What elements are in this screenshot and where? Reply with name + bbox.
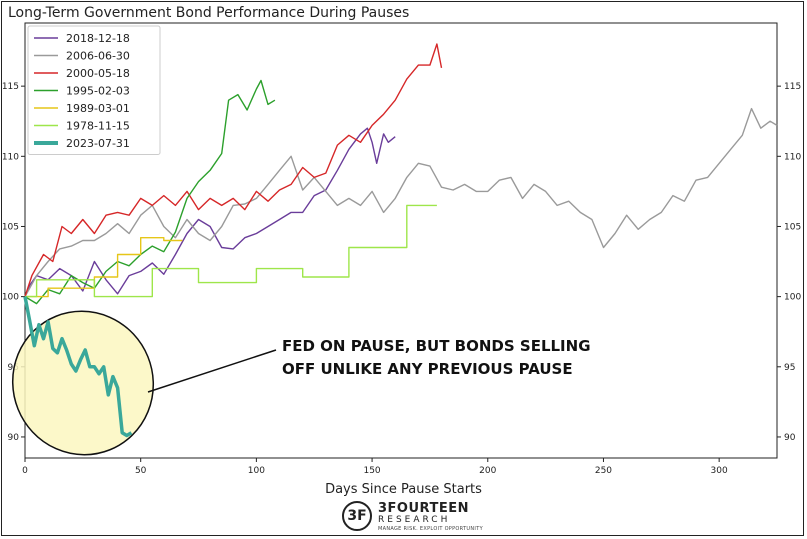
legend-label: 2018-12-18 <box>66 32 130 45</box>
legend: 2018-12-18 2006-06-30 2000-05-18 1995-02-03… <box>27 25 161 155</box>
y-tick-label-left: 110 <box>2 152 19 162</box>
plot-area <box>24 22 778 459</box>
x-tick-label: 0 <box>22 466 28 476</box>
x-axis-label: Days Since Pause Starts <box>325 482 482 497</box>
legend-label: 1989-03-01 <box>66 102 130 115</box>
annotation-ellipse <box>11 310 155 456</box>
x-tick-label: 100 <box>248 466 265 476</box>
series-line-1989-03-01 <box>25 237 183 298</box>
annotation: FED ON PAUSE, BUT BONDS SELLING OFF UNLI… <box>11 296 591 456</box>
y-tick-label-left: 115 <box>2 82 19 92</box>
series-line-1995-02-03 <box>24 79 276 305</box>
y-tick-label-left: 100 <box>2 293 19 303</box>
y-tick-label-right: 95 <box>784 363 795 373</box>
brand-subtitle: RESEARCH <box>378 515 451 525</box>
brand-tagline: MANAGE RISK. EXPLOIT OPPORTUNITY <box>378 526 483 532</box>
legend-label: 2023-07-31 <box>66 137 130 150</box>
series-line-2023-07-31 <box>23 296 133 438</box>
series-line-2000-05-18 <box>24 43 443 297</box>
annotation-pointer <box>147 349 277 393</box>
annotation-text-line-2: OFF UNLIKE ANY PREVIOUS PAUSE <box>282 360 573 378</box>
legend-label: 1995-02-03 <box>66 85 130 98</box>
series-lines <box>24 43 778 305</box>
brand-name: 3FOURTEEN <box>378 501 469 516</box>
chart-title: Long-Term Government Bond Performance Du… <box>8 5 410 21</box>
y-tick-label-right: 110 <box>784 152 801 162</box>
x-tick-label: 300 <box>711 466 728 476</box>
series-line-2018-12-18 <box>24 127 396 297</box>
x-tick-label: 150 <box>363 466 380 476</box>
x-tick-label: 200 <box>479 466 496 476</box>
legend-label: 2000-05-18 <box>66 67 130 80</box>
y-tick-label-right: 115 <box>784 82 801 92</box>
y-tick-label-right: 90 <box>784 433 796 443</box>
logo-mark-icon: 3F <box>342 501 372 531</box>
annotation-text-line-1: FED ON PAUSE, BUT BONDS SELLING <box>282 337 591 355</box>
legend-label: 1978-11-15 <box>66 120 130 133</box>
y-tick-label-left: 105 <box>2 222 19 232</box>
y-tick-label-left: 90 <box>8 433 20 443</box>
brand-logo: 3F 3FOURTEEN RESEARCH MANAGE RISK. EXPLO… <box>342 500 492 536</box>
legend-label: 2006-06-30 <box>66 50 130 63</box>
y-tick-label-right: 105 <box>784 222 801 232</box>
y-tick-label-right: 100 <box>784 293 801 303</box>
legend-box <box>27 25 161 155</box>
series-line-1978-11-15 <box>25 204 437 298</box>
x-tick-label: 50 <box>135 466 147 476</box>
x-tick-label: 250 <box>595 466 612 476</box>
